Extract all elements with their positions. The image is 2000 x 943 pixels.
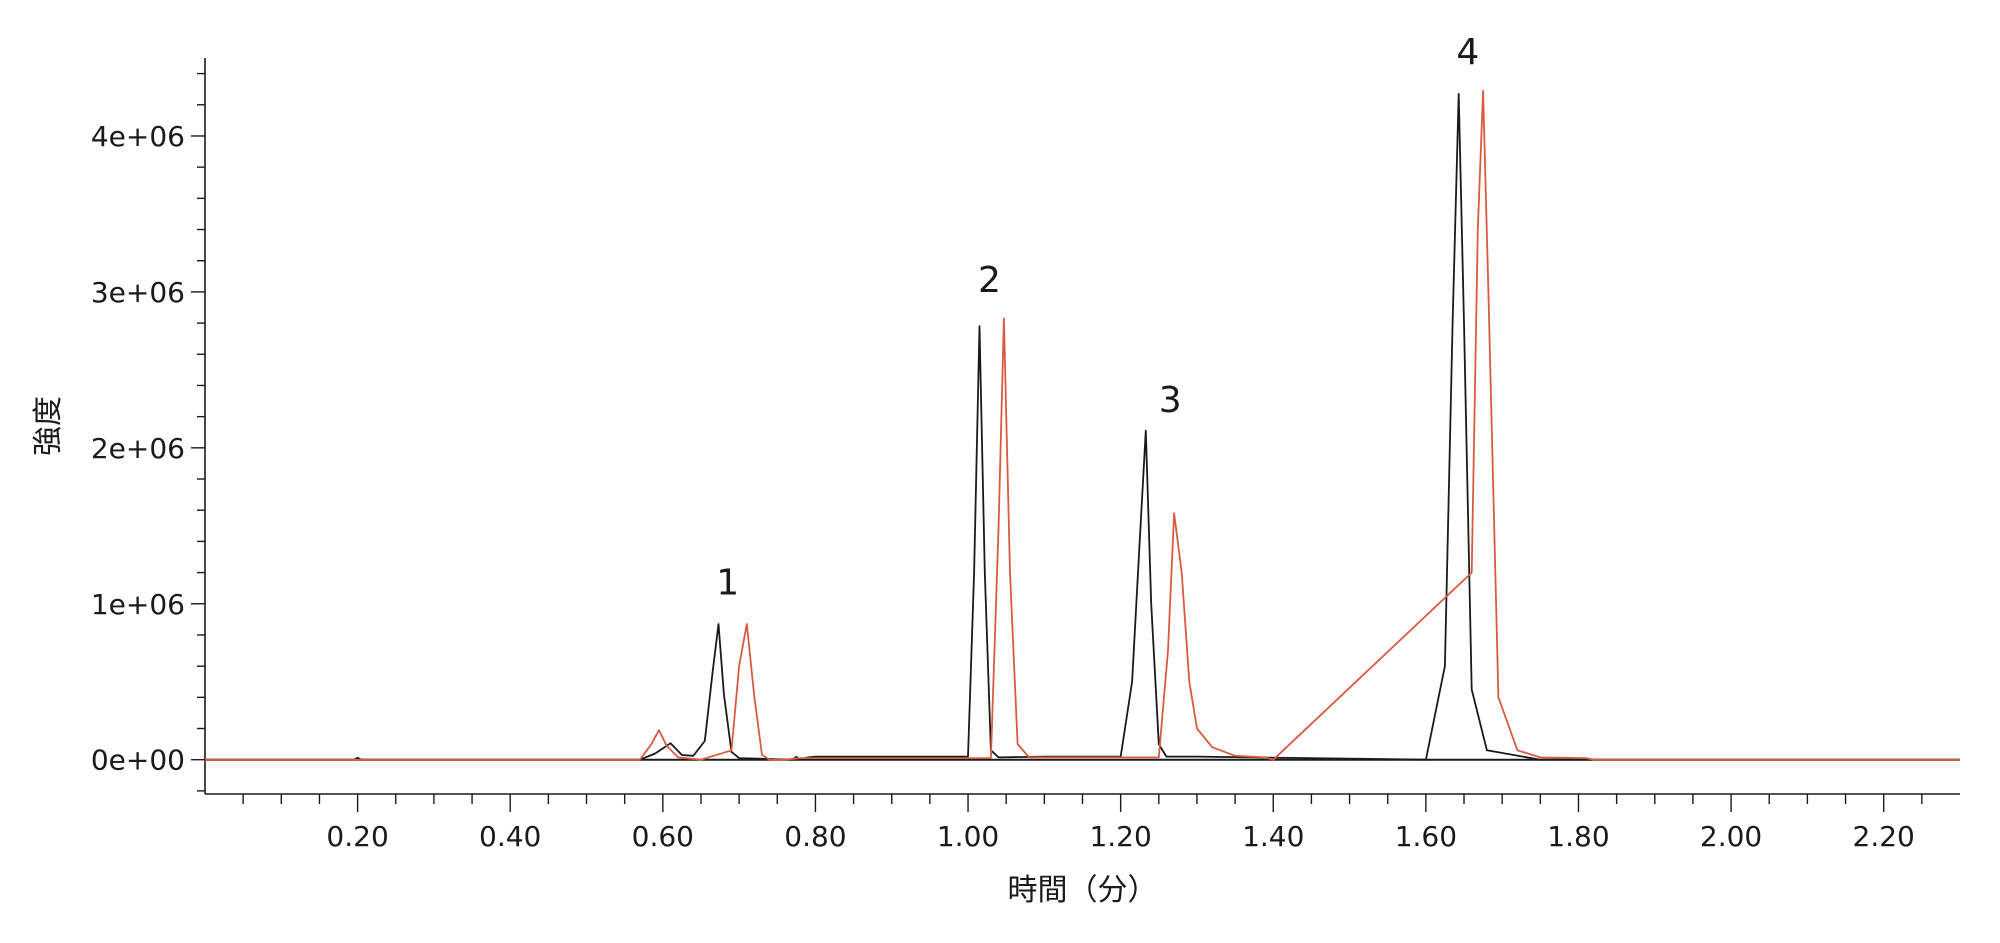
peak-label-2: 2 bbox=[978, 260, 1001, 301]
series-line-1 bbox=[205, 93, 1960, 761]
series-group bbox=[205, 89, 1960, 761]
y-tick-label: 3e+06 bbox=[91, 276, 185, 309]
x-tick-label: 0.40 bbox=[479, 820, 541, 853]
x-tick-label: 1.80 bbox=[1547, 820, 1609, 853]
peak-label-1: 1 bbox=[716, 562, 739, 603]
x-tick-label: 0.20 bbox=[326, 820, 388, 853]
x-tick-label: 2.00 bbox=[1700, 820, 1762, 853]
y-axis-title: 強度 bbox=[31, 396, 66, 456]
y-tick-label: 4e+06 bbox=[91, 120, 185, 153]
peak-label-4: 4 bbox=[1456, 32, 1479, 73]
axes: 0e+00 1e+06 2e+06 3e+06 4e+06 0.20 0.40 0.60 0.8… bbox=[91, 58, 1960, 853]
x-tick-label: 2.20 bbox=[1853, 820, 1915, 853]
peak-label-3: 3 bbox=[1159, 380, 1182, 421]
x-tick-label: 1.20 bbox=[1089, 820, 1151, 853]
x-tick-label: 1.00 bbox=[937, 820, 999, 853]
x-tick-label: 1.40 bbox=[1242, 820, 1304, 853]
y-tick-label: 1e+06 bbox=[91, 588, 185, 621]
y-tick-label: 2e+06 bbox=[91, 432, 185, 465]
x-tick-label: 1.60 bbox=[1395, 820, 1457, 853]
peak-labels: 1 2 3 4 bbox=[716, 32, 1479, 603]
x-tick-label: 0.80 bbox=[784, 820, 846, 853]
y-tick-label: 0e+00 bbox=[91, 744, 185, 777]
x-axis-title: 時間（分） bbox=[1008, 873, 1158, 908]
x-tick-label: 0.60 bbox=[632, 820, 694, 853]
series-line-2 bbox=[205, 89, 1960, 761]
